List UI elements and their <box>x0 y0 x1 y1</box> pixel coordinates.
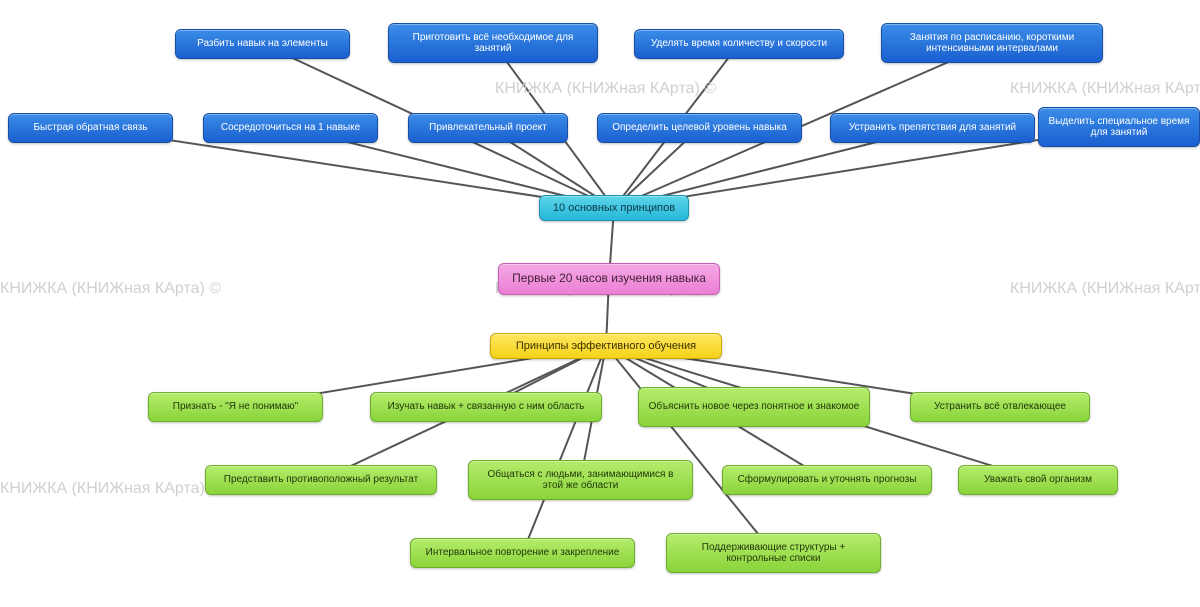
node-bot[interactable]: Принципы эффективного обучения <box>490 333 722 359</box>
node-g10[interactable]: Поддерживающие структуры + контрольные с… <box>666 533 881 573</box>
watermark: КНИЖКА (КНИЖная КАрта) © <box>1010 80 1200 98</box>
watermark: КНИЖКА (КНИЖная КАрта) © <box>0 280 221 298</box>
node-label: Принципы эффективного обучения <box>516 340 696 353</box>
node-label: Выделить специальное время для занятий <box>1047 116 1191 139</box>
node-b8[interactable]: Приготовить всё необходимое для занятий <box>388 23 598 63</box>
node-root[interactable]: Первые 20 часов изучения навыка <box>498 263 720 295</box>
edge <box>606 346 774 553</box>
node-label: Определить целевой уровень навыка <box>612 122 787 134</box>
edge <box>523 346 607 553</box>
node-label: Уважать свой организм <box>984 474 1092 486</box>
node-b9[interactable]: Уделять время количеству и скорости <box>634 29 844 59</box>
node-label: Занятия по расписанию, короткими интенси… <box>890 32 1094 55</box>
node-g5[interactable]: Представить противоположный результат <box>205 465 437 495</box>
node-label: Интервальное повторение и закрепление <box>426 547 620 559</box>
watermark: КНИЖКА (КНИЖная КАрта) © <box>0 480 221 498</box>
node-label: Уделять время количеству и скорости <box>651 38 827 50</box>
mindmap-canvas: КНИЖКА (КНИЖная КАрта) © КНИЖКА (КНИЖная … <box>0 0 1200 607</box>
node-label: 10 основных принципов <box>553 202 675 215</box>
node-top[interactable]: 10 основных принципов <box>539 195 689 221</box>
node-b6[interactable]: Выделить специальное время для занятий <box>1038 107 1200 147</box>
node-b4[interactable]: Определить целевой уровень навыка <box>597 113 802 143</box>
node-label: Объяснить новое через понятное и знакомо… <box>649 401 860 413</box>
node-b3[interactable]: Привлекательный проект <box>408 113 568 143</box>
node-label: Представить противоположный результат <box>224 474 418 486</box>
watermark: КНИЖКА (КНИЖная КАрта) © <box>495 80 716 98</box>
node-g1[interactable]: Признать - "Я не понимаю" <box>148 392 323 422</box>
node-g3[interactable]: Объяснить новое через понятное и знакомо… <box>638 387 870 427</box>
node-label: Признать - "Я не понимаю" <box>173 401 298 413</box>
node-g2[interactable]: Изучать навык + связанную с ним область <box>370 392 602 422</box>
edges-layer <box>0 0 1200 607</box>
node-label: Приготовить всё необходимое для занятий <box>397 32 589 55</box>
node-label: Устранить препятствия для занятий <box>849 122 1016 134</box>
node-b1[interactable]: Быстрая обратная связь <box>8 113 173 143</box>
node-label: Быстрая обратная связь <box>33 122 147 134</box>
node-b7[interactable]: Разбить навык на элементы <box>175 29 350 59</box>
node-g8[interactable]: Уважать свой организм <box>958 465 1118 495</box>
node-b2[interactable]: Сосредоточиться на 1 навыке <box>203 113 378 143</box>
node-g9[interactable]: Интервальное повторение и закрепление <box>410 538 635 568</box>
node-label: Разбить навык на элементы <box>197 38 328 50</box>
node-label: Общаться с людьми, занимающимися в этой … <box>477 469 684 492</box>
node-label: Сосредоточиться на 1 навыке <box>221 122 360 134</box>
node-label: Сформулировать и уточнять прогнозы <box>738 474 917 486</box>
node-label: Изучать навык + связанную с ним область <box>388 401 585 413</box>
node-g4[interactable]: Устранить всё отвлекающее <box>910 392 1090 422</box>
node-label: Поддерживающие структуры + контрольные с… <box>675 542 872 565</box>
node-b5[interactable]: Устранить препятствия для занятий <box>830 113 1035 143</box>
node-b10[interactable]: Занятия по расписанию, короткими интенси… <box>881 23 1103 63</box>
watermark: КНИЖКА (КНИЖная КАрта) © <box>1010 280 1200 298</box>
node-g7[interactable]: Сформулировать и уточнять прогнозы <box>722 465 932 495</box>
node-label: Привлекательный проект <box>429 122 547 134</box>
node-g6[interactable]: Общаться с людьми, занимающимися в этой … <box>468 460 693 500</box>
node-label: Устранить всё отвлекающее <box>934 401 1066 413</box>
node-label: Первые 20 часов изучения навыка <box>512 272 706 286</box>
